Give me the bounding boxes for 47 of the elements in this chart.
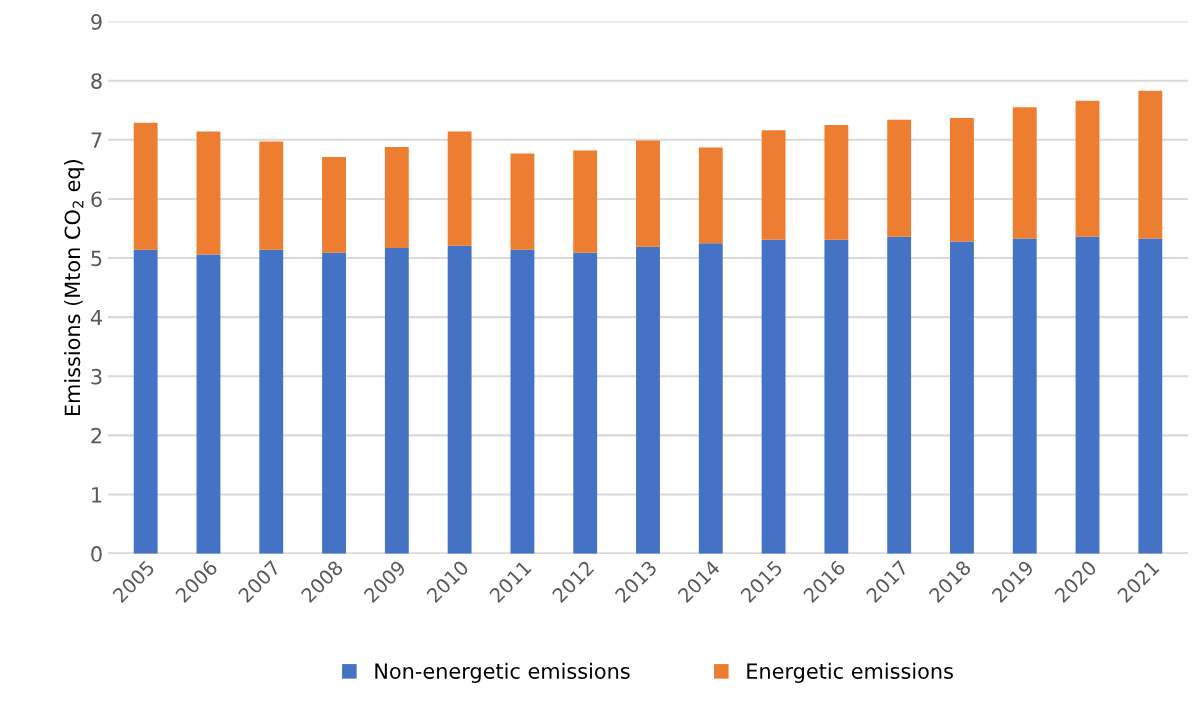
- bar: [1138, 90, 1163, 239]
- bar: [636, 246, 660, 554]
- bar: [698, 147, 723, 244]
- legend-label: Energetic emissions: [747, 662, 953, 683]
- y-tick-label: 8: [91, 73, 102, 89]
- bar: [636, 140, 660, 247]
- bar: [824, 125, 849, 240]
- bar: [573, 252, 598, 554]
- bar: [1012, 238, 1037, 554]
- bar: [259, 249, 284, 554]
- bar: [950, 117, 974, 242]
- bar: [1138, 238, 1163, 554]
- bar: [1075, 236, 1100, 554]
- bar: [950, 241, 974, 554]
- bar: [196, 131, 221, 255]
- bar: [384, 146, 409, 248]
- bar: [761, 239, 786, 554]
- y-tick-label: 4: [90, 309, 102, 326]
- bar: [196, 254, 221, 554]
- y-tick-label: 9: [91, 14, 102, 30]
- y-tick-label: 6: [91, 191, 102, 208]
- bar: [133, 122, 158, 250]
- bar: [1075, 100, 1100, 237]
- bar: [761, 130, 786, 240]
- bar: [887, 119, 912, 237]
- bar: [887, 236, 912, 554]
- y-tick-label: 0: [91, 546, 102, 562]
- bar: [824, 239, 849, 554]
- y-tick-label: 7: [91, 132, 102, 148]
- y-tick-label: 5: [91, 250, 102, 267]
- bar: [447, 131, 472, 246]
- bar: [322, 156, 346, 253]
- y-axis-title: Emissions (Mton CO$_{2}$ eq): [64, 160, 85, 416]
- bar: [510, 153, 535, 250]
- bar: [384, 247, 409, 554]
- bar: [133, 249, 158, 554]
- bar: [510, 249, 535, 554]
- bar: [573, 150, 598, 253]
- bar: [259, 141, 284, 250]
- y-tick-label: 1: [92, 487, 102, 503]
- legend-label: Non-energetic emissions: [375, 662, 630, 683]
- bar: [322, 252, 346, 554]
- bar: [698, 243, 723, 554]
- y-tick-label: 3: [91, 368, 102, 385]
- y-tick-label: 2: [91, 427, 102, 444]
- bar: [1012, 107, 1037, 239]
- bar: [447, 245, 472, 554]
